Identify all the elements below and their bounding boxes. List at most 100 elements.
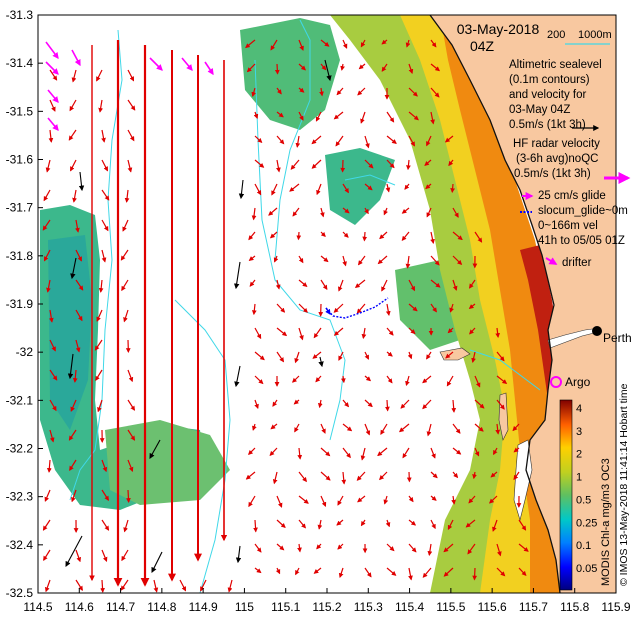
- hf-small-arrow: [254, 351, 265, 361]
- colorbar-tick-label: 2: [576, 449, 582, 461]
- x-tick-label: 114.6: [65, 600, 94, 614]
- colorbar-tick-label: 0.5: [576, 494, 591, 506]
- hf-small-arrow: [127, 99, 136, 111]
- hf-small-arrow: [254, 135, 263, 143]
- alt-arrow: [78, 171, 85, 192]
- hf-small-arrow: [379, 231, 388, 240]
- colorbar-tick-label: 0.05: [576, 563, 597, 575]
- hf-small-arrow: [43, 549, 51, 561]
- hf-small-arrow: [271, 183, 278, 196]
- hf-small-arrow: [408, 327, 416, 335]
- hf-small-arrow: [447, 327, 454, 334]
- hf-small-arrow: [69, 99, 77, 112]
- hf-small-arrow: [400, 399, 410, 409]
- hf-small-arrow: [471, 351, 476, 363]
- hf-small-arrow: [297, 543, 302, 553]
- hf-small-arrow: [248, 447, 256, 456]
- coastline: [429, 15, 561, 593]
- hf-small-arrow: [383, 495, 389, 505]
- hf-small-arrow: [272, 399, 278, 407]
- hf-small-arrow: [398, 423, 410, 433]
- hf-small-arrow: [75, 249, 82, 262]
- hf-small-arrow: [127, 369, 134, 383]
- hf-small-arrow: [70, 399, 77, 412]
- hf-small-arrow: [408, 111, 419, 121]
- hf-small-arrow: [75, 279, 84, 291]
- hf-small-arrow: [333, 303, 344, 313]
- alt-arrow: [324, 59, 332, 82]
- hf-small-arrow: [101, 459, 108, 473]
- hf-small-arrow: [335, 135, 344, 147]
- hf-small-arrow: [386, 567, 397, 576]
- hf-small-arrow: [469, 327, 476, 335]
- hf-small-arrow: [71, 489, 77, 503]
- glider-legend: 25 cm/s glide slocum_glide~0m 0~166m vel…: [538, 190, 628, 247]
- hf-small-arrow: [430, 87, 440, 98]
- hf-small-arrow: [341, 471, 347, 485]
- hf-small-arrow: [48, 309, 54, 323]
- hf-small-arrow: [402, 447, 410, 459]
- hf-small-arrow: [75, 339, 81, 353]
- hf-small-arrow: [496, 351, 505, 362]
- hf-small-arrow: [336, 87, 344, 96]
- y-tick-label: -31.9: [6, 297, 34, 311]
- hf-small-arrow: [452, 471, 459, 479]
- hf-small-arrow: [269, 231, 278, 239]
- hf-small-arrow: [518, 567, 527, 576]
- hf-small-arrow: [254, 183, 262, 196]
- hf-small-arrow: [408, 519, 417, 526]
- hf-small-arrow: [276, 111, 284, 118]
- hf-small-arrow: [364, 207, 369, 215]
- hf-small-arrow: [42, 519, 51, 531]
- hf-small-arrow: [274, 63, 280, 75]
- hf-small-arrow: [386, 135, 397, 144]
- hf-small-arrow: [319, 87, 324, 97]
- hf-small-arrow: [320, 423, 326, 434]
- hf-small-arrow: [405, 39, 411, 48]
- hf-small-arrow: [425, 183, 432, 190]
- hf-small-arrow: [295, 567, 300, 576]
- hf-small-arrow: [364, 159, 374, 169]
- hf-small-arrow: [342, 447, 351, 459]
- hf-small-arrow: [443, 543, 454, 553]
- hf-small-arrow: [120, 249, 129, 261]
- hf-small-arrow: [253, 111, 259, 119]
- hf-legend-line-3: 0.5m/s (1kt 3h): [514, 168, 591, 180]
- hf-small-arrow: [333, 327, 344, 336]
- hf-small-arrow: [312, 351, 322, 359]
- glider-track: [325, 297, 389, 319]
- x-tick-label: 115.5: [436, 600, 465, 614]
- hf-small-arrow: [364, 135, 370, 149]
- hf-small-arrow: [254, 327, 262, 340]
- hf-small-arrow: [276, 159, 281, 173]
- hf-small-arrow: [316, 183, 322, 196]
- hf-small-arrow: [297, 447, 303, 460]
- hf-small-arrow: [101, 519, 110, 531]
- hf-small-arrow: [276, 327, 288, 337]
- hf-small-arrow: [340, 63, 345, 71]
- hf-small-arrow: [251, 87, 257, 97]
- hf-small-arrow: [320, 471, 331, 481]
- drifter-legend-label: drifter: [562, 257, 592, 269]
- hf-small-arrow: [405, 375, 410, 387]
- hf-small-arrow: [342, 231, 349, 238]
- hf-small-arrow: [430, 303, 437, 313]
- hf-small-arrow: [313, 327, 322, 339]
- hf-small-arrow: [127, 159, 133, 173]
- hf-small-arrow: [200, 579, 207, 592]
- hf-small-arrow: [358, 63, 366, 70]
- hf-small-arrow: [422, 375, 432, 384]
- hf-small-arrow: [313, 567, 322, 574]
- depth-200-label: 200: [547, 29, 565, 41]
- hf-small-arrow: [49, 429, 55, 443]
- map-date: 03-May-2018: [457, 21, 540, 37]
- hf-small-arrow: [513, 471, 520, 481]
- hf-small-arrow: [69, 459, 77, 472]
- chl-patch-north: [240, 18, 340, 130]
- perth-label: Perth: [603, 331, 632, 345]
- hf-small-arrow: [518, 543, 529, 552]
- alt-arrow: [235, 545, 242, 564]
- hf-small-arrow: [357, 255, 366, 266]
- hf-radar-arrows: [89, 40, 228, 587]
- hf-small-arrow: [489, 495, 498, 504]
